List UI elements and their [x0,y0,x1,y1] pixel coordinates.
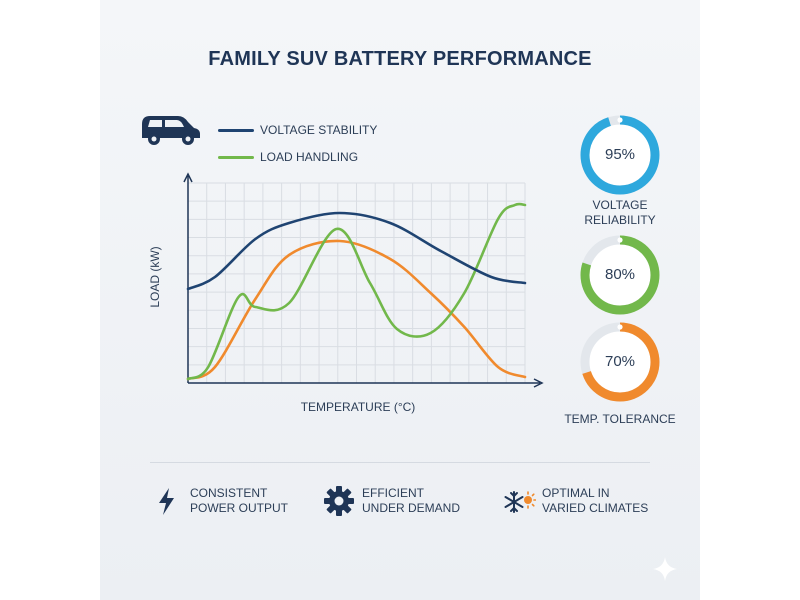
y-axis-label: LOAD (kW) [148,246,162,308]
legend-swatch-load [218,155,254,159]
gauge-marker [617,117,623,123]
x-axis-arrow [533,378,544,388]
feature-efficient-demand: EFFICIENT UNDER DEMAND [322,484,460,518]
page-title: FAMILY SUV BATTERY PERFORMANCE [208,48,592,70]
gauge-label-temp-tolerance: TEMP. TOLERANCE [540,412,700,427]
legend-item-voltage: VOLTAGE STABILITY [218,120,377,140]
feature-line: EFFICIENT [362,486,424,500]
gauge-ring [580,235,660,315]
feature-line: OPTIMAL IN [542,486,610,500]
legend-label-voltage: VOLTAGE STABILITY [260,123,378,137]
gauge-value: 95% [604,146,636,163]
series-line-voltage-stability [186,211,527,291]
gauge-label-voltage-reliability: VOLTAGE RELIABILITY [540,198,700,228]
sparkle-icon [653,557,677,581]
x-axis-label: TEMPERATURE (°C) [300,400,416,414]
gauge-label-line: VOLTAGE [592,198,648,212]
feature-consistent-power: CONSISTENT POWER OUTPUT [150,484,288,518]
infographic-panel: FAMILY SUV BATTERY PERFORMANCE VOLTAGE S… [100,0,700,600]
snowflake-sun-icon [504,491,536,513]
gauge-ring [580,115,660,195]
legend-item-load: LOAD HANDLING [218,147,358,167]
feature-line: VARIED CLIMATES [542,501,649,515]
lightning-icon [159,488,174,515]
line-chart [183,172,544,388]
gauge-label-line: TEMP. TOLERANCE [564,412,676,426]
gauge-ring [580,322,660,402]
feature-optimal-climates: OPTIMAL IN VARIED CLIMATES [502,484,648,518]
feature-line: CONSISTENT [190,486,268,500]
legend-label-load: LOAD HANDLING [260,150,359,164]
gauge-voltage-reliability: 95% [575,110,665,200]
gauge-load: 80% [575,230,665,320]
feature-text: EFFICIENT UNDER DEMAND [362,484,460,516]
series-line-temperature [186,239,527,381]
gauge-value: 80% [604,266,636,283]
feature-line: UNDER DEMAND [362,501,461,515]
gauge-label-line: RELIABILITY [584,213,656,227]
y-axis-arrow [183,172,193,183]
gauge-temp-tolerance: 70% [575,317,665,407]
series-line-load-handling [186,202,527,381]
legend-swatch-voltage [218,128,254,132]
gauge-marker [617,237,623,243]
suv-car-icon [142,116,200,145]
gauge-value: 70% [604,353,636,370]
feature-line: POWER OUTPUT [190,501,288,515]
divider [150,462,650,463]
gear-icon [324,486,354,516]
feature-text: OPTIMAL IN VARIED CLIMATES [542,484,648,516]
feature-text: CONSISTENT POWER OUTPUT [190,484,288,516]
gauge-marker [617,324,623,330]
